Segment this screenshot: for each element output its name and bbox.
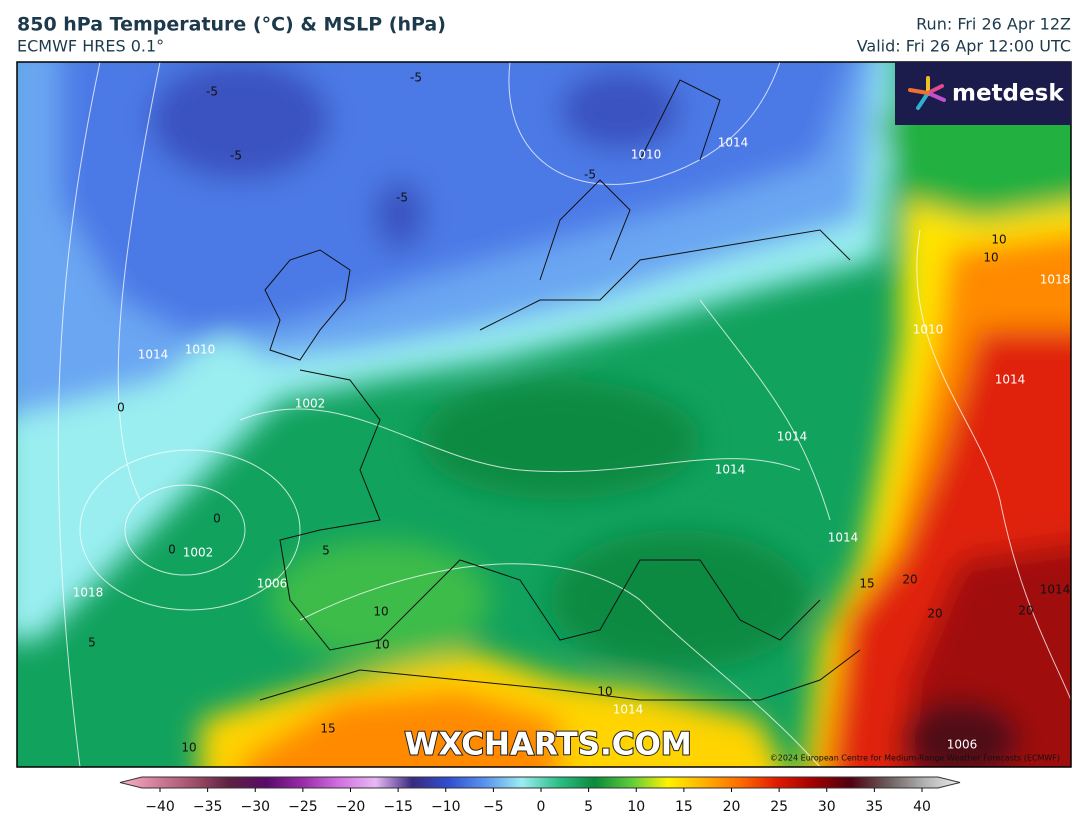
contour-label: 1018 — [73, 586, 104, 600]
colorbar-tick-label: 25 — [770, 799, 788, 815]
isobars — [57, 62, 1071, 767]
coastlines — [259, 79, 861, 701]
contour-label: 1014 — [777, 430, 808, 444]
logo-text: metdesk — [952, 81, 1064, 107]
contour-label: -5 — [206, 85, 218, 99]
contour-label: 20 — [927, 607, 942, 621]
contour-label: 1002 — [295, 397, 326, 411]
contour-label: 1014 — [828, 531, 859, 545]
contour-label: 1014 — [995, 373, 1026, 387]
contour-label: 20 — [1018, 604, 1033, 618]
subtitle: ECMWF HRES 0.1° — [17, 37, 164, 56]
contour-label: 5 — [322, 544, 330, 558]
colorbar-tick-label: 40 — [913, 799, 931, 815]
colorbar-tick-label: −10 — [431, 799, 461, 815]
contour-label: 0 — [168, 543, 176, 557]
contour-label: 10 — [373, 605, 388, 619]
valid-time: Valid: Fri 26 Apr 12:00 UTC — [857, 37, 1071, 56]
colorbar-tick-label: 20 — [723, 799, 741, 815]
contour-label: 1010 — [185, 343, 216, 357]
colorbar-tick-label: −5 — [483, 799, 504, 815]
contour-label: 15 — [320, 722, 335, 736]
watermark: WXCHARTS.COM — [404, 727, 691, 763]
colorbar-tick-label: −30 — [240, 799, 270, 815]
contour-label: -5 — [584, 168, 596, 182]
contour-label: 10 — [181, 741, 196, 755]
contour-label: -5 — [410, 71, 422, 85]
contour-label: 1014 — [715, 463, 746, 477]
contour-label: -5 — [230, 149, 242, 163]
contour-label: 1014 — [718, 136, 749, 150]
contour-label: 20 — [902, 573, 917, 587]
contour-label: 1006 — [257, 577, 288, 591]
contour-label: 1010 — [913, 323, 944, 337]
contour-label: 10 — [597, 685, 612, 699]
colorbar-tick-label: −40 — [145, 799, 175, 815]
copyright: ©2024 European Centre for Medium-Range W… — [770, 754, 1060, 763]
contour-label: 0 — [117, 401, 125, 415]
colorbar-body — [119, 776, 961, 789]
contour-label: 1002 — [183, 546, 214, 560]
contour-label: 1006 — [947, 738, 978, 752]
logo-mark — [908, 76, 946, 110]
colorbar-tick-label: −25 — [288, 799, 318, 815]
colorbar-tick-label: 35 — [865, 799, 883, 815]
contour-label: -5 — [396, 191, 408, 205]
contour-label: 5 — [88, 636, 96, 650]
contour-label: 0 — [213, 512, 221, 526]
colorbar-tick-label: 30 — [818, 799, 836, 815]
colorbar: −40 −35 −30 −25 −20 −15 −10 −5 0 5 10 15 20 25 30 35 40 — [119, 776, 961, 815]
contour-label: 1010 — [631, 148, 662, 162]
colorbar-tick-label: −35 — [193, 799, 223, 815]
colorbar-tick-label: 5 — [584, 799, 593, 815]
run-time: Run: Fri 26 Apr 12Z — [916, 15, 1071, 34]
colorbar-tick-label: 10 — [627, 799, 645, 815]
contour-label: 10 — [983, 251, 998, 265]
contour-label: 10 — [374, 638, 389, 652]
contour-label: 1018 — [1040, 273, 1071, 287]
colorbar-tick-label: −20 — [336, 799, 366, 815]
contour-label: 1014 — [613, 703, 644, 717]
title: 850 hPa Temperature (°C) & MSLP (hPa) — [17, 14, 446, 36]
colorbar-tick-label: 15 — [675, 799, 693, 815]
contour-label: 15 — [859, 577, 874, 591]
colorbar-tick-label: 0 — [537, 799, 546, 815]
colorbar-tick-label: −15 — [383, 799, 413, 815]
contour-label: 1014 — [138, 348, 169, 362]
contour-label: 10 — [991, 233, 1006, 247]
map-frame — [16, 61, 1072, 768]
contour-label: 1014 — [1040, 583, 1071, 597]
